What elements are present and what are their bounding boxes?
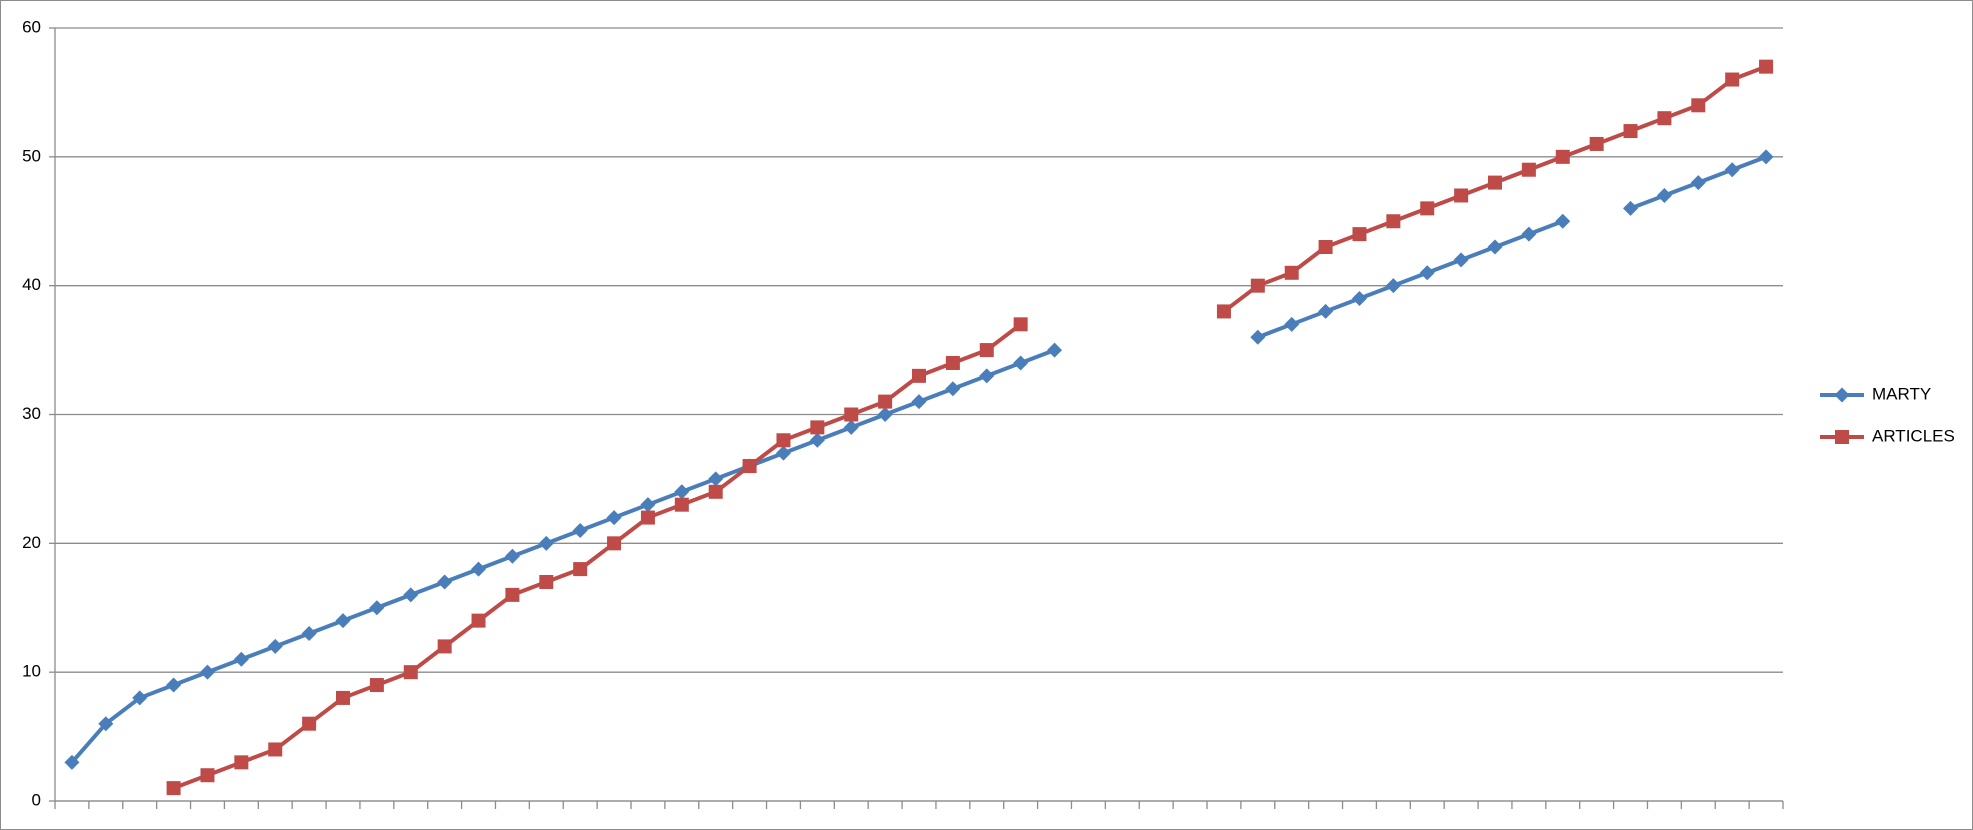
marker	[64, 754, 80, 770]
marker	[471, 613, 486, 628]
marker	[810, 420, 825, 435]
marker	[471, 561, 487, 577]
marker	[1284, 316, 1300, 332]
marker	[302, 716, 317, 731]
marker	[1623, 200, 1639, 216]
marker	[878, 394, 893, 409]
marker	[199, 664, 215, 680]
marker	[572, 522, 588, 538]
marker	[1013, 355, 1029, 371]
marker	[1488, 175, 1502, 190]
marker	[1013, 317, 1028, 332]
marker	[1216, 304, 1231, 319]
marker	[708, 484, 723, 499]
marker	[166, 781, 181, 796]
marker	[1453, 252, 1469, 268]
marker	[1834, 387, 1850, 403]
marker	[1047, 342, 1063, 358]
y-tick-label: 20	[22, 533, 41, 552]
marker	[1657, 111, 1672, 126]
marker	[1623, 124, 1638, 139]
marker	[268, 742, 283, 757]
marker	[1487, 239, 1503, 255]
legend-label: MARTY	[1872, 384, 1931, 403]
marker	[301, 626, 317, 642]
y-tick-label: 0	[32, 790, 41, 809]
y-tick-label: 10	[22, 662, 41, 681]
marker	[911, 394, 927, 410]
marker	[674, 497, 689, 512]
marker	[979, 368, 995, 384]
marker	[1521, 162, 1536, 177]
marker	[1419, 265, 1435, 281]
marker	[1351, 291, 1367, 307]
marker	[1690, 175, 1706, 191]
marker	[1385, 278, 1401, 294]
marker	[1454, 188, 1469, 203]
marker	[979, 343, 994, 358]
marker	[742, 459, 757, 474]
y-tick-label: 60	[22, 17, 41, 36]
marker	[1835, 430, 1849, 444]
marker	[200, 768, 215, 783]
marker	[369, 600, 385, 616]
y-tick-label: 30	[22, 404, 41, 423]
marker	[335, 613, 351, 629]
marker	[166, 677, 182, 693]
marker	[1656, 187, 1672, 203]
marker	[1555, 149, 1570, 164]
marker	[504, 548, 520, 564]
marker	[1318, 240, 1333, 255]
marker	[234, 755, 249, 770]
marker	[809, 432, 825, 448]
marker	[1521, 226, 1537, 242]
marker	[1386, 214, 1401, 229]
marker	[1555, 213, 1571, 229]
marker	[1352, 227, 1367, 242]
legend-label: ARTICLES	[1872, 426, 1955, 445]
marker	[843, 419, 859, 435]
marker	[945, 381, 961, 397]
marker	[98, 716, 114, 732]
marker	[573, 562, 588, 577]
marker	[437, 639, 452, 654]
marker	[1724, 162, 1740, 178]
marker	[539, 574, 554, 589]
marker	[945, 355, 960, 370]
marker	[640, 510, 655, 525]
marker	[505, 587, 520, 602]
marker	[674, 484, 690, 500]
y-tick-label: 50	[22, 146, 41, 165]
marker	[1250, 329, 1266, 345]
marker	[1284, 265, 1299, 280]
marker	[1420, 201, 1435, 216]
marker	[132, 690, 148, 706]
marker	[1758, 149, 1774, 165]
marker	[1318, 303, 1334, 319]
marker	[1250, 278, 1265, 293]
marker	[1759, 59, 1774, 74]
marker	[877, 407, 893, 422]
marker	[606, 510, 622, 526]
marker	[607, 536, 622, 551]
marker	[369, 678, 384, 693]
marker	[538, 535, 554, 551]
marker	[403, 587, 419, 603]
marker	[336, 690, 350, 705]
marker	[640, 497, 656, 513]
marker	[708, 471, 724, 487]
marker	[844, 407, 859, 422]
y-tick-label: 40	[22, 275, 41, 294]
marker	[776, 433, 791, 448]
marker	[1589, 136, 1604, 151]
marker	[233, 651, 249, 667]
marker	[775, 445, 791, 461]
marker	[1691, 98, 1706, 113]
marker	[912, 368, 926, 383]
marker	[437, 574, 453, 590]
marker	[403, 665, 418, 680]
marker	[1725, 72, 1740, 87]
marker	[267, 638, 283, 654]
